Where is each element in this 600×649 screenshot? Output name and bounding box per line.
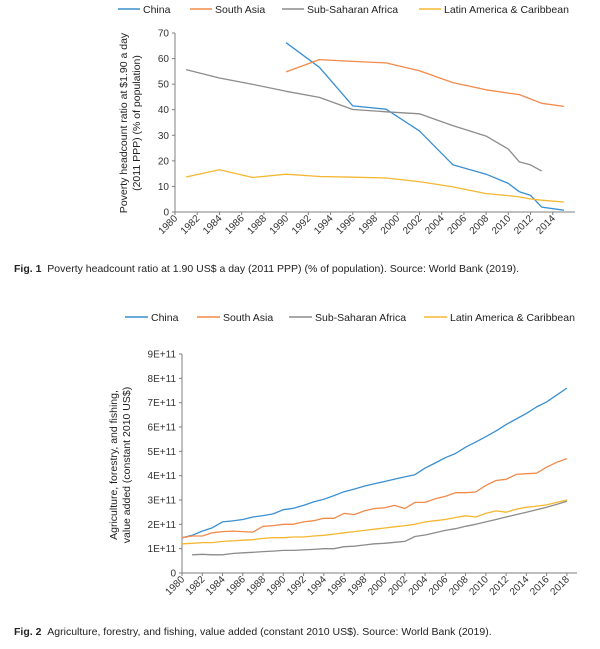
x-tick-label: 1994 [305,574,329,598]
x-tick-label: 2018 [548,574,572,598]
x-tick-label: 1982 [184,574,208,598]
y-tick-label: 0 [163,208,169,219]
x-tick-label: 1984 [201,213,225,237]
x-tick-label: 1990 [268,213,292,237]
figure-2-caption: Fig. 2 Agriculture, forestry, and fishin… [14,626,492,638]
x-tick-label: 1980 [157,213,181,237]
x-tick-label: 2002 [401,213,425,237]
x-tick-label: 1980 [164,574,188,598]
y-tick-label: 3E+11 [148,496,177,507]
y-tick-label: 20 [158,156,170,167]
y-tick-label: 0 [170,569,176,580]
x-tick-label: 1992 [285,574,309,598]
y-tick-label: 50 [158,80,170,91]
y-axis-label-line1: Agriculture, forestry, and fishing, [108,390,120,540]
x-tick-label: 1998 [346,574,370,598]
y-tick-label: 5E+11 [148,447,177,458]
figure-1-caption-text: Poverty headcount ratio at 1.90 US$ a da… [47,263,520,275]
legend: China South Asia Sub-Saharan Africa Lati… [118,4,569,16]
series-line-latin-america-caribbean [185,169,564,203]
y-tick-label: 30 [158,131,170,142]
x-tick-label: 1992 [290,213,314,237]
x-tick-label: 2006 [445,213,469,237]
y-tick-label: 9E+11 [148,350,177,361]
x-tick-label: 2000 [366,574,390,598]
figure-1-caption-label: Fig. 1 [14,263,42,275]
y-tick-label: 10 [158,182,170,193]
x-tick-label: 1998 [357,213,381,237]
series-line-latin-america-caribbean [181,499,568,545]
x-tick-label: 2006 [427,574,451,598]
y-axis-label-line1: Poverty headcount ratio at $1.90 a day [118,32,130,213]
x-tick-label: 2014 [508,574,532,598]
series-line-sub-saharan-africa [185,68,543,172]
x-tick-label: 2000 [379,213,403,237]
y-axis-label-line2: value added (constant 2010 US$) [121,387,133,543]
x-tick-label: 1994 [312,213,336,237]
y-tick-label: 4E+11 [148,471,177,482]
y-tick-label: 1E+11 [148,544,177,555]
figure-2-chart: China South Asia Sub-Saharan Africa Lati… [108,312,577,598]
x-tick-label: 2008 [447,574,471,598]
legend-label-south-asia: South Asia [215,4,265,16]
y-tick-label: 6E+11 [148,423,177,434]
series-lines [185,42,564,211]
legend-label-south-asia: South Asia [223,312,273,324]
legend: China South Asia Sub-Saharan Africa Lati… [125,312,575,324]
x-tick-label: 2004 [407,574,431,598]
y-tick-label: 40 [158,105,170,116]
y-tick-label: 7E+11 [148,398,177,409]
legend-label-ssa: Sub-Saharan Africa [307,4,398,16]
x-tick-label: 1982 [179,213,203,237]
series-line-china [285,42,564,211]
y-tick-label: 60 [158,54,170,65]
x-tick-label: 1988 [245,213,269,237]
x-tick-label: 2016 [528,574,552,598]
legend-label-lac: Latin America & Caribbean [450,312,575,324]
x-tick-label: 2010 [467,574,491,598]
figure-1-caption: Fig. 1 Poverty headcount ratio at 1.90 U… [14,263,519,275]
series-line-south-asia [285,58,564,108]
x-tick-label: 2010 [490,213,514,237]
series-line-sub-saharan-africa [192,500,568,556]
figure-2-caption-text: Agriculture, forestry, and fishing, valu… [47,626,492,638]
series-line-south-asia [181,457,568,539]
legend-label-china: China [143,4,171,16]
x-tick-label: 1990 [265,574,289,598]
y-tick-label: 2E+11 [148,520,177,531]
x-tick-label: 1996 [326,574,350,598]
x-tick-label: 2012 [488,574,512,598]
y-axis-label-line2: (2011 PPP) (% of population) [131,55,143,191]
legend-label-ssa: Sub-Saharan Africa [315,312,406,324]
series-lines [181,387,568,556]
x-tick-label: 2002 [386,574,410,598]
x-tick-label: 1986 [223,213,247,237]
legend-label-china: China [151,312,179,324]
x-tick-label: 2012 [512,213,536,237]
x-tick-label: 1984 [204,574,228,598]
axes: 0102030405060701980198219841986198819901… [157,29,575,237]
axes: 0 1E+11 2E+11 3E+11 4E+11 5E+11 6E+11 7E+11 8E+1… [148,350,577,598]
x-tick-label: 2004 [423,213,447,237]
x-tick-label: 1996 [334,213,358,237]
x-tick-label: 1986 [224,574,248,598]
x-tick-label: 2008 [468,213,492,237]
y-tick-label: 8E+11 [148,374,177,385]
figure-2-caption-label: Fig. 2 [14,626,42,638]
x-tick-label: 1988 [245,574,269,598]
figure-1-chart: China South Asia Sub-Saharan Africa Lati… [118,4,575,237]
legend-label-lac: Latin America & Caribbean [444,4,569,16]
series-line-china [181,387,568,539]
x-tick-label: 2014 [534,213,558,237]
y-tick-label: 70 [158,29,170,40]
